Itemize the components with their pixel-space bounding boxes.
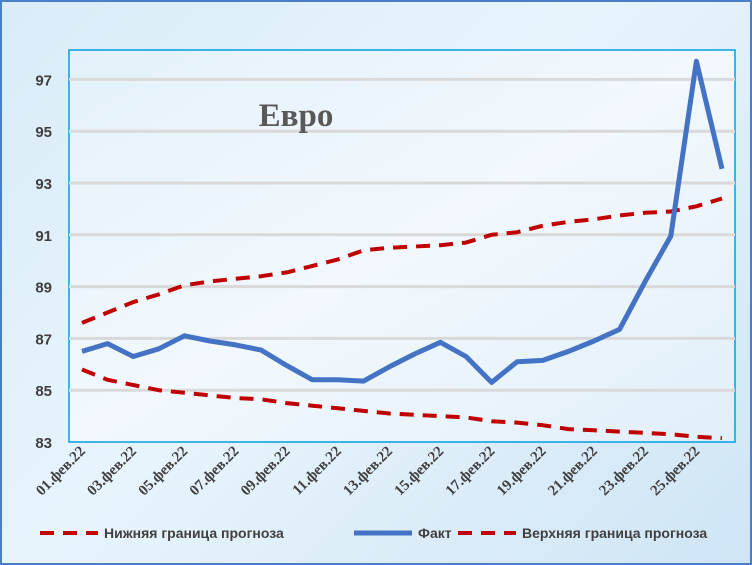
x-tick-label: 21.фев.22 (545, 444, 601, 500)
x-tick-label: 17.фев.22 (443, 444, 499, 500)
y-tick-label: 97 (35, 72, 52, 89)
x-tick-label: 15.фев.22 (392, 444, 448, 500)
y-tick-label: 95 (35, 124, 52, 141)
chart-title: Евро (259, 98, 334, 134)
y-tick-label: 91 (35, 228, 52, 245)
x-tick-label: 13.фев.22 (340, 444, 396, 500)
legend-label-0: Нижняя граница прогноза (104, 525, 284, 541)
legend-label-1: Факт (418, 525, 452, 541)
y-axis: 83 85 87 89 91 93 95 97 (35, 72, 52, 452)
y-tick-label: 89 (35, 280, 52, 297)
x-tick-label: 09.фев.22 (238, 444, 294, 500)
x-tick-label: 03.фев.22 (84, 444, 140, 500)
x-tick-label: 19.фев.22 (494, 444, 550, 500)
x-axis: 01.фев.2203.фев.2205.фев.2207.фев.2209.ф… (33, 444, 703, 500)
series-line-1 (81, 58, 725, 385)
y-tick-label: 83 (35, 435, 52, 452)
x-tick-label: 05.фев.22 (136, 444, 192, 500)
series-lines (81, 58, 725, 441)
series-line-2 (81, 196, 723, 325)
x-tick-label: 23.фев.22 (596, 444, 652, 500)
legend-label-2: Верхняя граница прогноза (522, 525, 707, 541)
series-line-0 (81, 367, 723, 441)
x-tick-label: 25.фев.22 (648, 444, 704, 500)
x-tick-label: 07.фев.22 (187, 444, 243, 500)
y-tick-label: 93 (35, 176, 52, 193)
y-tick-label: 87 (35, 331, 52, 348)
x-tick-label: 11.фев.22 (290, 444, 345, 499)
legend: Нижняя граница прогноза Факт Верхняя грани… (40, 525, 707, 541)
y-tick-label: 85 (35, 383, 52, 400)
